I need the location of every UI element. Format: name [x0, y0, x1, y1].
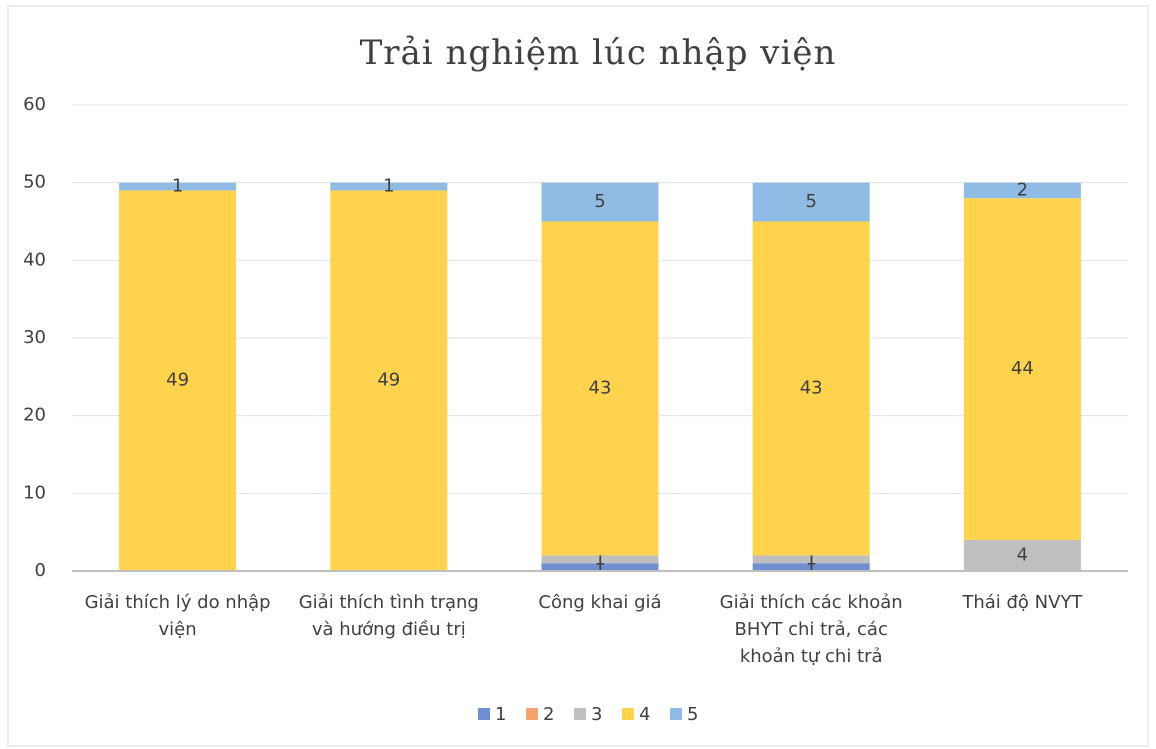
y-tick-label: 10 — [23, 482, 46, 503]
legend-label: 5 — [687, 704, 698, 725]
data-label: 5 — [594, 191, 605, 212]
bar-segment — [963, 198, 1081, 540]
x-tick-label: Thái độ NVYT — [962, 592, 1083, 613]
bar-segment — [752, 182, 870, 222]
y-tick-label: 40 — [23, 249, 46, 270]
legend-swatch — [526, 708, 538, 720]
bar-segment — [119, 182, 237, 191]
x-tick-label: Giải thích các khoản BHYT chi trả, các k… — [719, 592, 903, 667]
legend-swatch — [622, 708, 634, 720]
bar-segment — [541, 182, 659, 222]
data-label: 2 — [1017, 179, 1028, 200]
bar-segment — [963, 182, 1081, 199]
legend-swatch — [574, 708, 586, 720]
data-label: 1 — [594, 556, 605, 577]
bar-segment — [752, 221, 870, 556]
data-label: 43 — [589, 377, 612, 398]
y-tick-label: 50 — [23, 172, 46, 193]
legend-label: 2 — [543, 704, 554, 725]
data-label: 4 — [1017, 544, 1028, 565]
y-tick-label: 60 — [23, 94, 46, 115]
bar-segment — [330, 190, 448, 571]
data-label: 1 — [805, 556, 816, 577]
x-tick-label: Giải thích lý do nhập viện — [84, 592, 271, 640]
bar-segment — [541, 221, 659, 556]
legend-label: 4 — [639, 704, 650, 725]
data-label: 1 — [594, 548, 605, 569]
bar-segment — [752, 555, 870, 564]
y-tick-label: 0 — [35, 560, 46, 581]
bar-segment — [119, 190, 237, 571]
data-label: 49 — [166, 370, 189, 391]
y-tick-label: 30 — [23, 327, 46, 348]
legend-swatch — [670, 708, 682, 720]
data-label: 1 — [805, 548, 816, 569]
legend-label: 3 — [591, 704, 602, 725]
x-tick-label: Giải thích tình trạng và hướng điều trị — [298, 592, 479, 640]
chart-title: Trải nghiệm lúc nhập viện — [360, 33, 837, 73]
bar-segment — [752, 563, 870, 571]
bar-segment — [541, 563, 659, 571]
data-label: 49 — [377, 370, 400, 391]
data-label: 1 — [172, 176, 183, 197]
y-tick-label: 20 — [23, 405, 46, 426]
legend-label: 1 — [495, 704, 506, 725]
data-label: 44 — [1011, 358, 1034, 379]
legend-swatch — [478, 708, 490, 720]
bar-segment — [963, 539, 1081, 571]
x-tick-label: Công khai giá — [538, 592, 662, 613]
bar-segment — [330, 182, 448, 191]
data-label: 1 — [383, 176, 394, 197]
data-label: 43 — [800, 377, 823, 398]
data-label: 5 — [805, 191, 816, 212]
bar-segment — [541, 555, 659, 564]
